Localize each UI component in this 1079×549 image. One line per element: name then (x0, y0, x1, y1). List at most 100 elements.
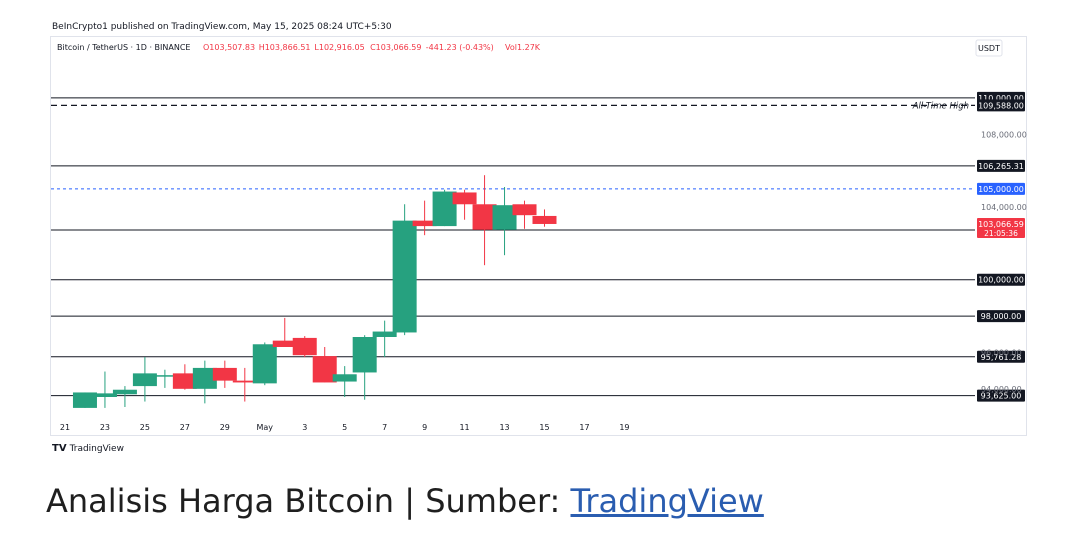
candle (392, 204, 417, 336)
candle-body (332, 374, 357, 382)
time-tick-label: 17 (579, 423, 589, 432)
candle-body (412, 220, 437, 227)
level-price-tag (977, 389, 1025, 402)
candle-body (352, 337, 377, 373)
level-price-tag (977, 273, 1025, 286)
time-tick-label: 3 (302, 423, 307, 432)
candle (452, 189, 477, 220)
ohlc-l: L102,916.05 (314, 43, 364, 52)
candle-body (272, 340, 297, 347)
level-price-tag (977, 310, 1025, 323)
candle-body (212, 367, 237, 381)
caption-text: Analisis Harga Bitcoin | Sumber: (46, 482, 571, 520)
level-price-label: 105,000.00 (978, 185, 1024, 194)
candle (292, 336, 317, 357)
time-tick-label: 9 (422, 423, 427, 432)
candle-body (172, 373, 197, 389)
time-tick-label: 19 (619, 423, 629, 432)
candle (232, 367, 257, 402)
candle (132, 357, 157, 402)
candle-body (492, 205, 517, 230)
currency-badge-label: USDT (978, 44, 1000, 53)
candle-body (232, 380, 257, 383)
price-tick-label: 104,000.00 (981, 203, 1027, 212)
symbol-header: Bitcoin / TetherUS · 1D · BINANCE O103,5… (57, 43, 541, 52)
chart-frame[interactable]: 110,000.00 All-Time High 109,588.00 106,265… (50, 36, 1027, 436)
level-price-tag (977, 182, 1025, 195)
image-caption: Analisis Harga Bitcoin | Sumber: Trading… (46, 482, 764, 520)
ohlc-o: O103,507.83 (203, 43, 255, 52)
candle-body (452, 192, 477, 205)
candle (212, 360, 237, 388)
candle (532, 209, 557, 227)
candle-body (512, 204, 537, 216)
ohlc-c: C103,066.59 (370, 43, 421, 52)
candle (352, 335, 377, 400)
tradingview-logo-text: TradingView (69, 444, 124, 454)
level-price-tag (977, 159, 1025, 172)
time-tick-label: 25 (140, 423, 150, 432)
level-price-label: 106,265.31 (978, 162, 1024, 171)
candle (412, 200, 437, 236)
level-price-label: 100,000.00 (978, 276, 1024, 285)
candle-body (192, 367, 217, 389)
candle (112, 386, 137, 407)
level-price-label: 95,761.28 (981, 353, 1022, 362)
last-price-label: 103,066.59 (978, 220, 1024, 229)
candle-body (72, 392, 97, 408)
candle-body (112, 389, 137, 395)
time-tick-label: 11 (459, 423, 469, 432)
candle-body (372, 331, 397, 337)
candle-body (252, 344, 277, 384)
time-tick-label: 13 (499, 423, 509, 432)
time-tick-label: 21 (60, 423, 70, 432)
candle (192, 360, 217, 404)
tradingview-logo[interactable]: TV TradingView (52, 443, 124, 454)
candle (332, 366, 357, 397)
level-price-label: 93,625.00 (981, 392, 1022, 401)
time-tick-label: 7 (382, 423, 387, 432)
candle (272, 317, 297, 347)
candle-body (92, 393, 117, 397)
level-price-label: 110,000.00 (978, 94, 1024, 103)
candles-layer (72, 175, 557, 408)
ohlc-volume: Vol1.27K (505, 43, 541, 52)
level-price-label: 109,588.00 (978, 101, 1024, 110)
candle-body (532, 215, 557, 224)
bar-countdown-label: 21:05:36 (984, 229, 1018, 238)
candle (152, 369, 177, 388)
currency-badge (975, 39, 1003, 57)
candle (172, 364, 197, 390)
caption-source-link[interactable]: TradingView (570, 482, 764, 520)
publisher-line: BeInCrypto1 published on TradingView.com… (52, 22, 392, 32)
price-axis: USDT 108,000.00 104,000.00 96,000.00 94,000.… (975, 39, 1027, 394)
ohlc-h: H103,866.51 (259, 43, 311, 52)
level-price-tag (977, 99, 1025, 112)
candle-body (292, 337, 317, 356)
time-tick-label: 15 (539, 423, 549, 432)
ohlc-change: -441.23 (-0.43%) (426, 43, 494, 52)
time-tick-label: 29 (220, 423, 230, 432)
candle (512, 200, 537, 229)
levels-layer: 110,000.00 All-Time High 109,588.00 106,265… (51, 91, 1025, 402)
candle (252, 342, 277, 386)
candle (492, 187, 517, 256)
price-tick-label: 96,000.00 (981, 348, 1022, 357)
symbol-name: Bitcoin / TetherUS · 1D · BINANCE (57, 43, 190, 52)
time-tick-label: 23 (100, 423, 110, 432)
price-tick-label: 108,000.00 (981, 130, 1027, 139)
time-tick-label: 27 (180, 423, 190, 432)
candle-body (392, 220, 417, 333)
level-price-tag (977, 350, 1025, 363)
all-time-high-label: All-Time High (912, 101, 969, 111)
candle-body (152, 375, 177, 377)
candle (72, 392, 97, 408)
time-tick-label: May (257, 423, 274, 432)
candle-body (132, 373, 157, 387)
candle (372, 320, 397, 357)
time-tick-label: 5 (342, 423, 347, 432)
tradingview-logo-icon: TV (52, 443, 67, 454)
level-price-label: 98,000.00 (981, 312, 1022, 321)
time-axis: 21 23 25 27 29 May 3 5 7 9 11 13 15 17 19 (60, 423, 630, 432)
price-chart[interactable]: 110,000.00 All-Time High 109,588.00 106,265… (51, 37, 1028, 437)
